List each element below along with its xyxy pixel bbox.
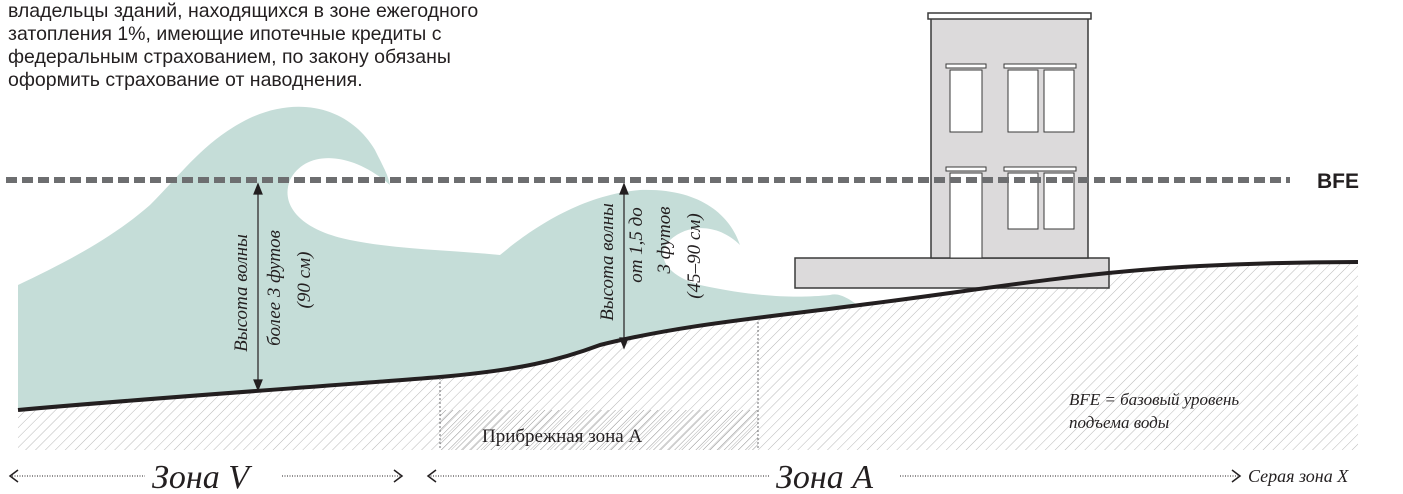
intro-text: владельцы зданий, находящихся в зоне еже… xyxy=(8,0,479,92)
building xyxy=(794,12,1110,289)
window xyxy=(945,166,987,172)
window xyxy=(1003,166,1077,172)
zone-a-label: Зона А xyxy=(776,459,873,494)
coastal-zone-a-area xyxy=(440,410,758,450)
wave-a-label-line: от 1,5 до xyxy=(626,207,647,283)
window xyxy=(1003,63,1077,69)
zone-x-label: Серая зона X xyxy=(1248,466,1349,486)
bfe-definition-line: BFE = базовый уровень xyxy=(1069,390,1239,409)
wave-v-label-line: (90 см) xyxy=(294,252,315,309)
door xyxy=(949,172,983,259)
zone-a-arrow xyxy=(426,469,1242,483)
intro-line: затопления 1%, имеющие ипотечные кредиты… xyxy=(8,23,442,45)
intro-line: владельцы зданий, находящихся в зоне еже… xyxy=(8,0,479,22)
bfe-definition-line: подъема воды xyxy=(1069,413,1169,432)
building-roof xyxy=(927,12,1092,20)
wave-height-arrow-a xyxy=(619,182,629,350)
wave-a-label-line: (45–90 см) xyxy=(684,213,705,298)
ground-area xyxy=(18,262,1358,450)
window xyxy=(945,63,987,69)
building-foundation xyxy=(794,257,1110,289)
window xyxy=(1043,69,1075,133)
wave-v-label-line: Высота волны xyxy=(231,234,252,352)
wave-a-label-line: 3 футов xyxy=(654,206,675,274)
zone-v-arrow xyxy=(8,469,404,483)
intro-line: федеральным страхованием, по закону обяз… xyxy=(8,46,451,68)
wave-v-label-line: более 3 футов xyxy=(264,230,285,346)
ground-line xyxy=(17,260,1359,412)
window xyxy=(949,69,983,133)
intro-line: оформить страхование от наводнения. xyxy=(8,69,363,91)
bfe-label: BFE xyxy=(1317,170,1359,193)
wave-height-arrow-v xyxy=(253,182,263,392)
window xyxy=(1007,69,1039,133)
wave-a-label-line: Высота волны xyxy=(597,203,618,321)
zone-v-label: Зона V xyxy=(152,459,253,494)
coastal-zone-a-label: Прибрежная зона А xyxy=(482,426,642,447)
